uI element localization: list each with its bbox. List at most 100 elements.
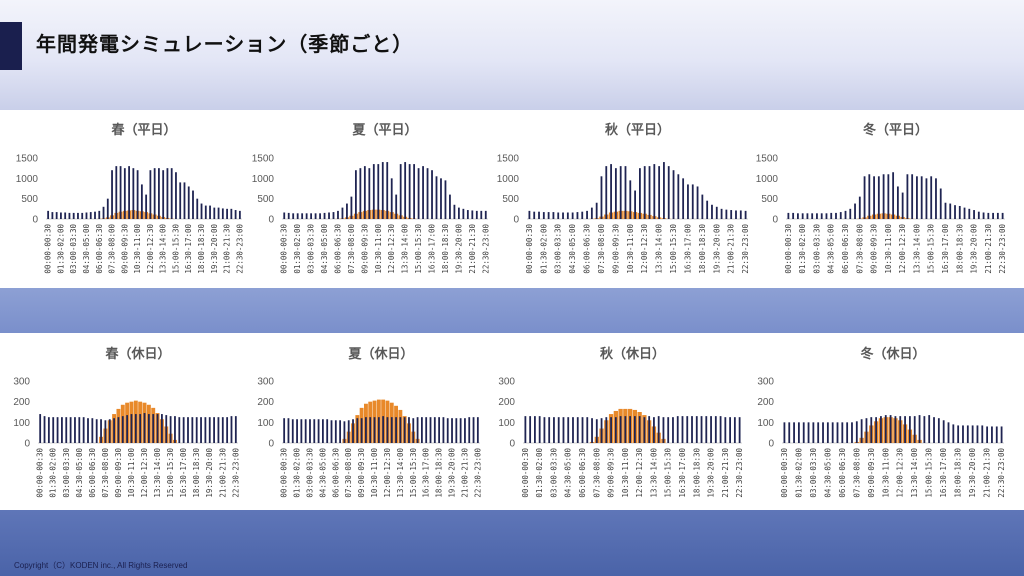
consumption-bar: [464, 418, 466, 443]
consumption-bar: [787, 212, 790, 219]
consumption-bar: [576, 212, 579, 219]
consumption-bar: [152, 414, 155, 443]
consumption-bar: [51, 212, 54, 219]
x-tick-label: 22:30-23:00: [741, 224, 750, 274]
consumption-bar: [372, 164, 375, 219]
x-tick-label: 18:00-18:30: [192, 448, 201, 498]
consumption-bar: [648, 166, 651, 219]
x-tick-label: 13:30-14:00: [396, 448, 405, 498]
consumption-bar: [720, 208, 723, 219]
consumption-bar: [65, 417, 68, 443]
consumption-bar: [390, 417, 393, 443]
consumption-bar: [72, 212, 75, 219]
consumption-bar: [855, 421, 858, 443]
consumption-bar: [835, 212, 837, 219]
x-tick-label: 00:00-00:30: [44, 224, 53, 274]
consumption-bar: [605, 417, 608, 443]
y-tick-label: 500: [502, 194, 519, 205]
consumption-bar: [634, 190, 636, 219]
consumption-bar: [140, 184, 143, 219]
consumption-bar: [701, 194, 704, 219]
consumption-bar: [292, 213, 295, 219]
consumption-bar: [438, 417, 441, 443]
consumption-bar: [153, 168, 156, 219]
x-tick-label: 15:00-15:30: [669, 224, 678, 274]
consumption-bar: [382, 416, 385, 443]
x-tick-label: 12:00-12:30: [635, 448, 644, 498]
consumption-bar: [826, 422, 829, 443]
consumption-bar: [547, 212, 550, 219]
consumption-bar: [221, 417, 224, 443]
consumption-bar: [677, 174, 680, 219]
consumption-bar: [991, 426, 993, 443]
consumption-bar: [887, 174, 890, 219]
consumption-bar: [937, 418, 940, 443]
consumption-bar: [806, 213, 809, 219]
consumption-bar: [136, 170, 139, 219]
consumption-bar: [719, 416, 722, 443]
consumption-bar: [323, 212, 326, 219]
consumption-bar: [472, 417, 475, 443]
x-tick-label: 13:30-14:00: [655, 224, 664, 274]
x-tick-label: 15:00-15:30: [166, 448, 175, 498]
consumption-bar: [947, 422, 950, 443]
x-tick-label: 21:00-21:30: [983, 448, 992, 498]
consumption-bar: [287, 212, 290, 219]
x-tick-label: 22:30-23:00: [235, 224, 244, 274]
chart-4: 春（休日） 0 100 200 300 00:00-00:30 01:30-02:00 03:…: [13, 346, 240, 498]
consumption-bar: [354, 170, 357, 219]
consumption-bar: [156, 414, 159, 443]
x-tick-label: 16:30-17:00: [683, 224, 692, 274]
x-tick-label: 19:30-20:00: [968, 448, 977, 498]
consumption-bar: [386, 162, 389, 219]
x-tick-label: 22:30-23:00: [231, 448, 240, 498]
x-tick-label: 03:00-03:30: [305, 448, 314, 498]
consumption-bar: [933, 417, 935, 443]
x-tick-label: 19:30-20:00: [454, 224, 463, 274]
consumption-bar: [715, 206, 718, 219]
consumption-bar: [884, 415, 887, 443]
x-tick-label: 21:00-21:30: [721, 448, 730, 498]
chart-title: 冬（平日）: [863, 122, 928, 138]
consumption-bar: [572, 417, 574, 443]
x-tick-label: 06:00-06:30: [88, 448, 97, 498]
x-tick-label: 01:30-02:00: [293, 448, 302, 498]
consumption-bar: [908, 416, 911, 443]
consumption-bar: [911, 174, 914, 219]
consumption-bar: [801, 213, 804, 219]
consumption-bar: [170, 168, 173, 219]
consumption-bar: [433, 417, 436, 443]
consumption-bar: [696, 186, 699, 219]
consumption-bar: [682, 178, 685, 219]
consumption-bar: [178, 417, 181, 443]
consumption-bar: [195, 417, 198, 443]
x-tick-label: 01:30-02:00: [293, 224, 302, 274]
x-tick-label: 00:00-00:30: [525, 224, 534, 274]
consumption-bar: [567, 417, 570, 443]
x-tick-label: 10:30-11:00: [626, 224, 635, 274]
consumption-bar: [213, 417, 215, 443]
consumption-bar: [538, 211, 540, 219]
consumption-bar: [1001, 212, 1004, 219]
y-tick-label: 200: [757, 397, 774, 408]
chart-title: 秋（休日）: [600, 346, 665, 362]
consumption-bar: [468, 417, 471, 443]
consumption-bar: [310, 213, 313, 219]
x-tick-label: 01:30-02:00: [535, 448, 544, 498]
consumption-bar: [132, 168, 135, 219]
consumption-bar: [542, 212, 545, 219]
header-bar: [0, 0, 1024, 110]
consumption-bar: [377, 164, 380, 219]
y-tick-label: 500: [761, 194, 778, 205]
consumption-bar: [904, 416, 906, 443]
x-tick-label: 00:00-00:30: [280, 448, 289, 498]
consumption-bar: [413, 164, 416, 219]
chart-title: 夏（休日）: [347, 346, 413, 362]
consumption-bar: [591, 418, 593, 443]
consumption-bar: [672, 417, 674, 443]
consumption-bar: [115, 166, 118, 219]
consumption-bar: [982, 212, 985, 219]
consumption-bar: [725, 209, 728, 219]
x-tick-label: 18:00-18:30: [435, 448, 444, 498]
consumption-bar: [377, 417, 380, 443]
